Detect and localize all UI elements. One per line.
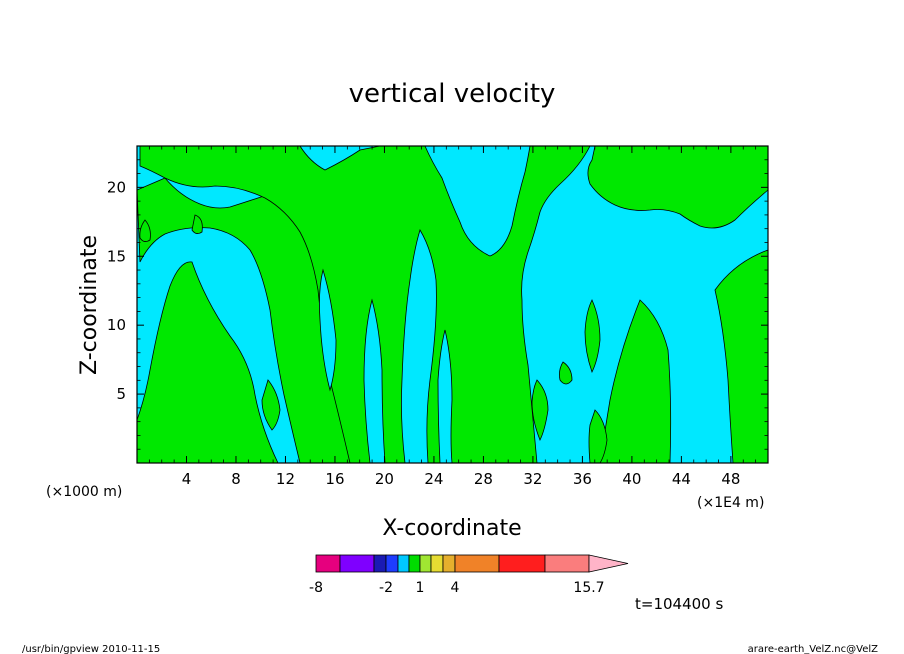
contour-region-positive-10 (191, 214, 203, 234)
x-tick-label: 20 (375, 470, 394, 488)
x-tick-label: 16 (325, 470, 344, 488)
x-tick-label: 36 (573, 470, 592, 488)
colorbar-swatches (315, 554, 629, 573)
plot-area (136, 145, 769, 464)
contour-region-positive-7 (588, 409, 608, 464)
contour-region-positive-11 (559, 361, 573, 385)
contour-region-positive-6 (531, 379, 549, 441)
x-tick-label: 28 (474, 470, 493, 488)
footer-right: arare-earth_VelZ.nc@VelZ (748, 644, 879, 654)
colorbar-tick-label: -8 (309, 580, 323, 596)
y-tick-label: 20 (107, 178, 126, 196)
x-tick-label: 4 (182, 470, 192, 488)
x-tick-label: 12 (276, 470, 295, 488)
chart-title: vertical velocity (349, 79, 556, 109)
colorbar-swatch (419, 554, 432, 573)
contour-region-positive-8 (261, 379, 281, 431)
colorbar-swatch (430, 554, 444, 573)
contour-region-positive-1 (139, 145, 591, 464)
x-scale-left-label: (×1000 m) (46, 484, 122, 500)
colorbar-swatch (373, 554, 387, 573)
y-axis-label: Z-coordinate (77, 235, 102, 375)
footer-left: /usr/bin/gpview 2010-11-15 (22, 644, 160, 654)
colorbar-tick-label: 1 (416, 580, 425, 596)
x-axis-label: X-coordinate (382, 516, 521, 541)
x-scale-right-label: (×1E4 m) (697, 495, 764, 511)
colorbar-tick-labels: -8 -2 1 4 15.7 (309, 580, 605, 596)
contour-region-positive-9 (139, 219, 151, 242)
x-tick-label: 8 (231, 470, 241, 488)
colorbar-swatch (315, 554, 341, 573)
colorbar-swatch (442, 554, 456, 573)
y-tick-label: 15 (107, 247, 126, 265)
colorbar-swatch (498, 554, 546, 573)
contour-region-positive-2 (587, 145, 769, 229)
time-label: t=104400 s (635, 595, 723, 613)
colorbar-swatch (454, 554, 500, 573)
contour-region-positive-3 (714, 249, 769, 464)
colorbar-tick-label: -2 (379, 580, 393, 596)
y-tick-label: 10 (107, 316, 126, 334)
y-tick-label: 5 (116, 385, 126, 403)
colorbar-swatch (408, 554, 421, 573)
x-tick-label: 40 (622, 470, 641, 488)
colorbar-swatch (385, 554, 399, 573)
colorbar-tick-label: 15.7 (573, 580, 604, 596)
x-tick-label: 44 (672, 470, 691, 488)
y-axis-ticks: 5 10 15 20 (107, 145, 768, 450)
contour-region-positive-5 (584, 299, 601, 374)
colorbar-swatch (339, 554, 375, 573)
plot-frame (136, 145, 769, 464)
colorbar-swatch (397, 554, 410, 573)
contour-regions (136, 145, 769, 464)
x-tick-label: 32 (523, 470, 542, 488)
colorbar-tick-label: 4 (451, 580, 460, 596)
x-axis-ticks: 4 8 12 16 20 24 28 32 36 40 44 48 (148, 146, 769, 488)
x-tick-label: 24 (424, 470, 443, 488)
x-tick-label: 48 (721, 470, 740, 488)
colorbar-extend-arrow (588, 554, 629, 573)
contour-region-negative-3 (319, 268, 337, 392)
colorbar: -8 -2 1 4 15.7 (309, 554, 629, 596)
colorbar-swatch (544, 554, 590, 573)
